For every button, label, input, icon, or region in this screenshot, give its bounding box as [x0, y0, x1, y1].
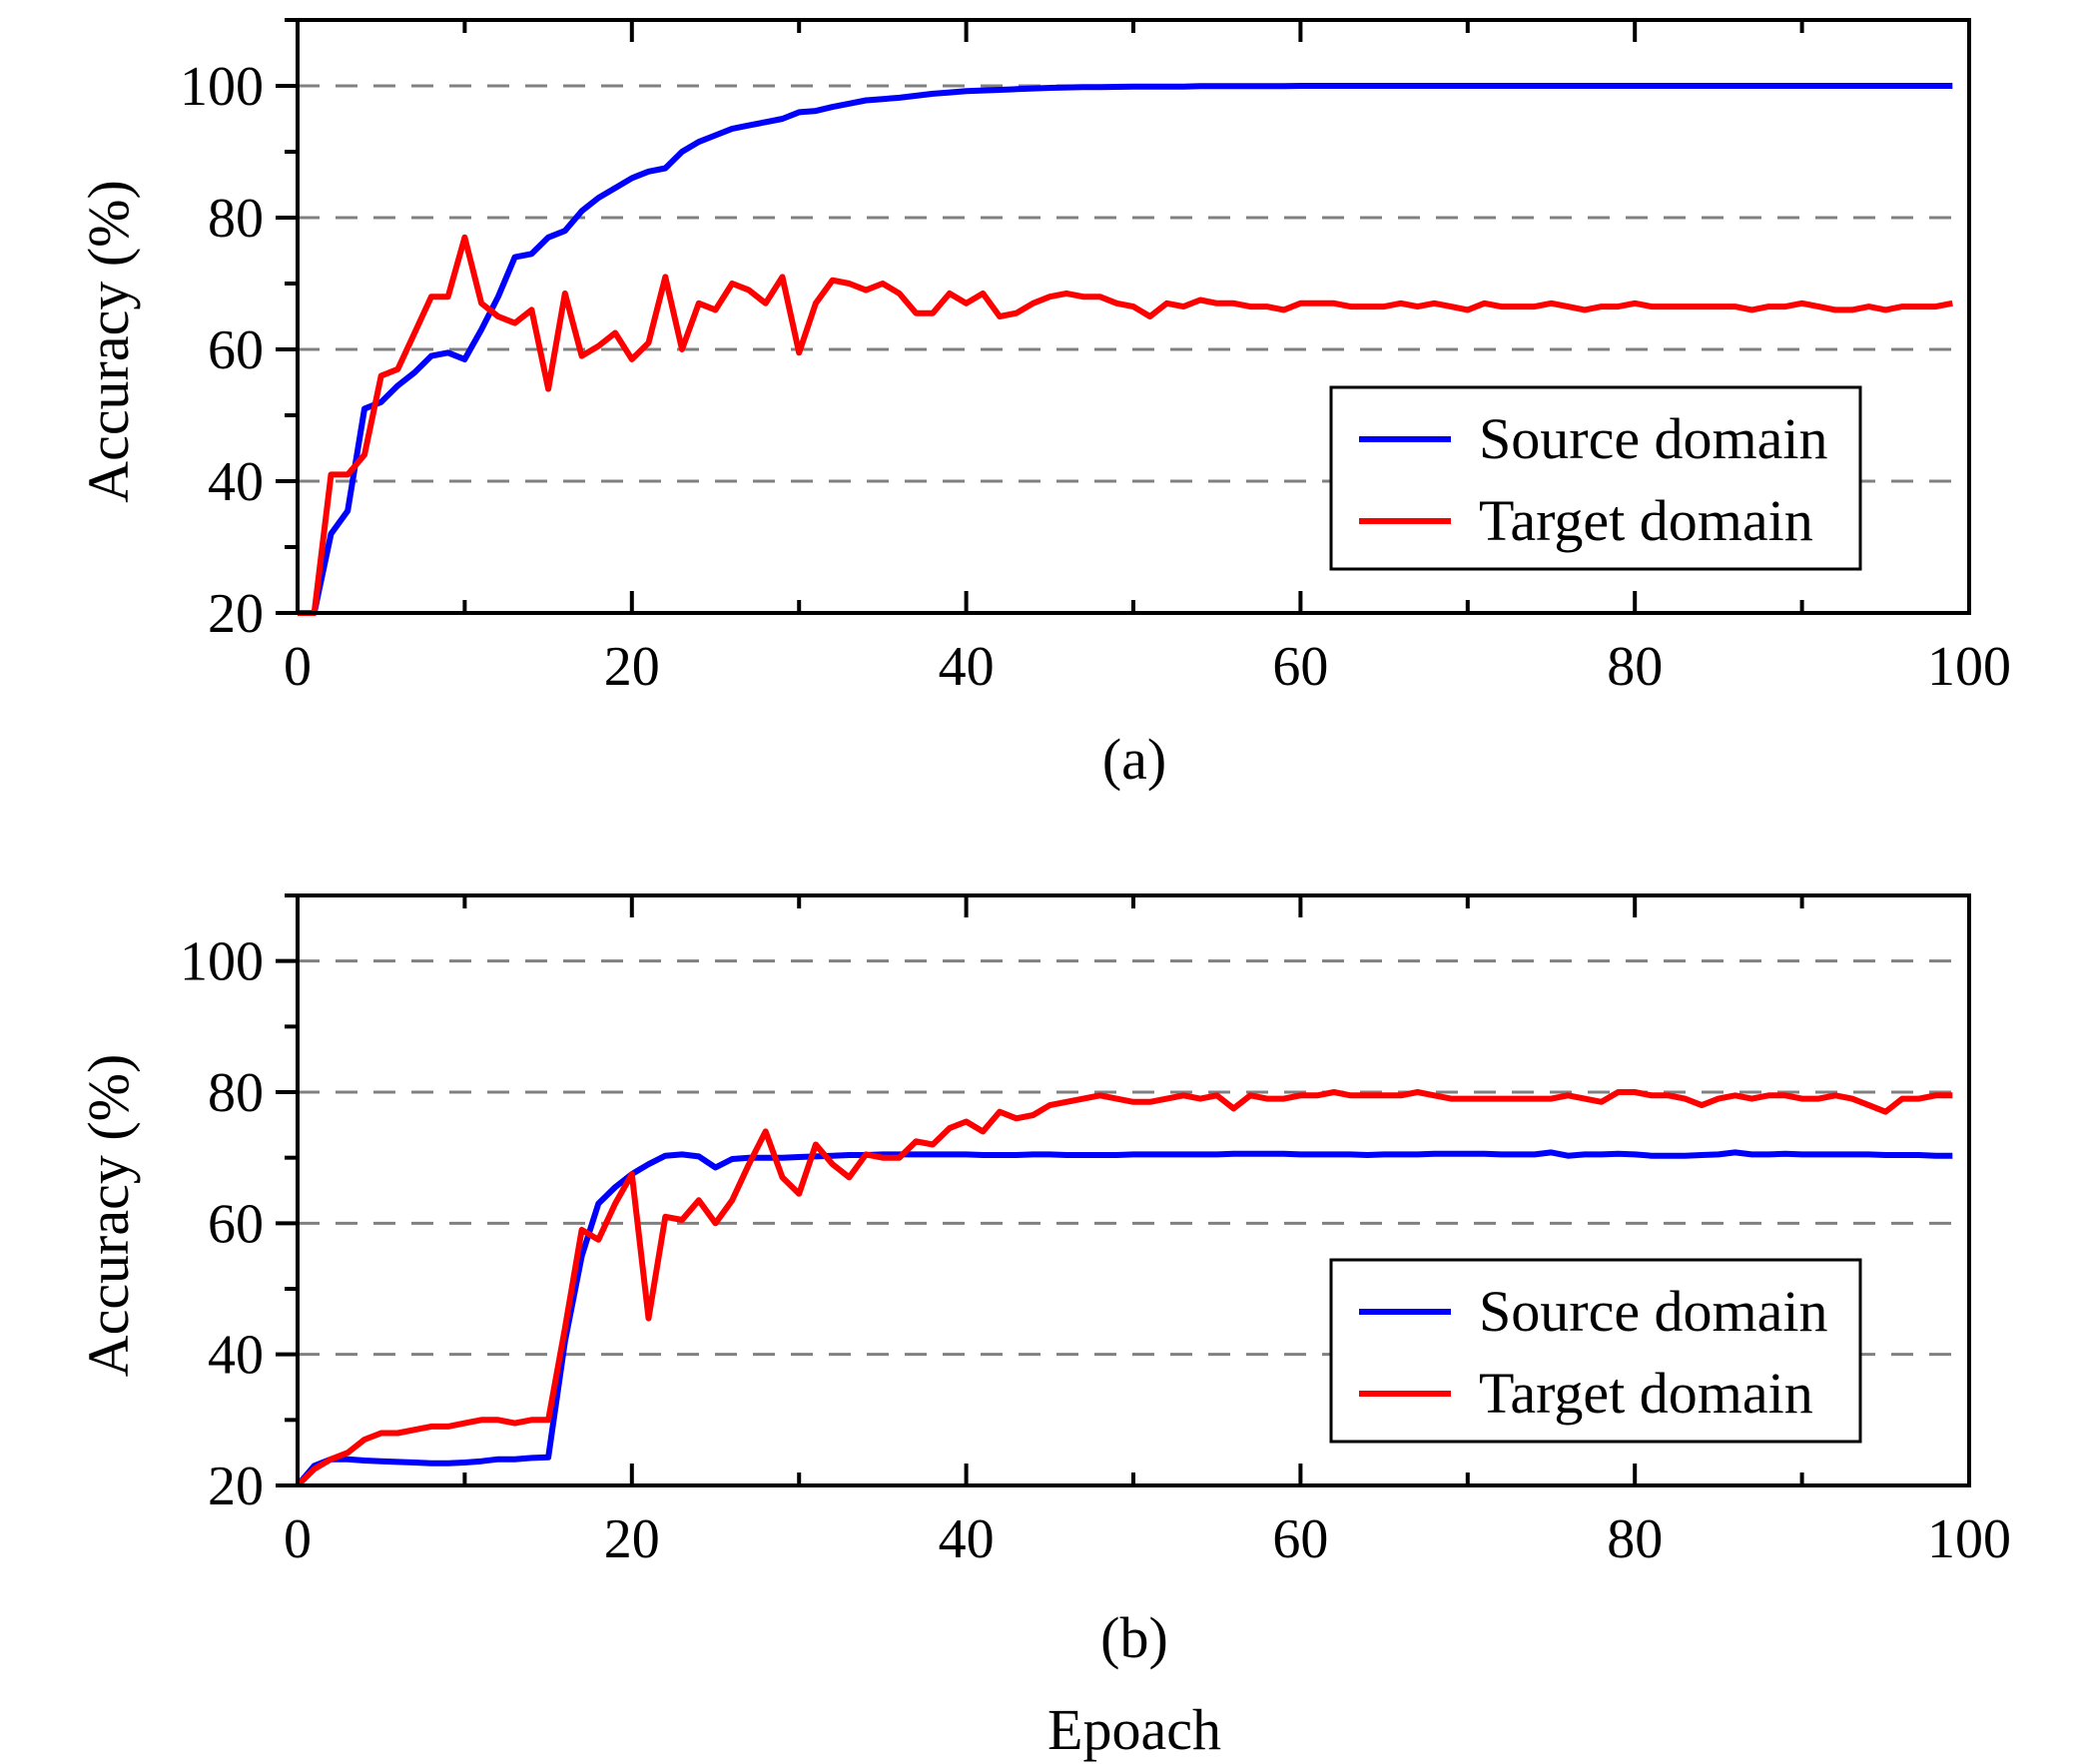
x-tick-label: 40: [939, 1508, 995, 1570]
x-tick-label: 80: [1607, 636, 1663, 698]
series-line-source: [295, 1149, 1953, 1487]
x-tick-label: 60: [1272, 1508, 1328, 1570]
y-tick-label: 80: [208, 188, 264, 250]
panel-caption: (a): [1102, 727, 1166, 792]
y-tick-label: 20: [208, 583, 264, 645]
legend-label: Source domain: [1479, 406, 1828, 471]
panel-caption: (b): [1100, 1605, 1168, 1670]
series-line-target: [295, 1089, 1953, 1488]
x-tick-label: 20: [604, 636, 660, 698]
y-tick-label: 40: [208, 1325, 264, 1387]
y-axis-label: Accuracy (%): [76, 180, 141, 503]
y-axis-label: Accuracy (%): [76, 1054, 141, 1378]
legend-label: Target domain: [1479, 1361, 1813, 1426]
y-tick-label: 80: [208, 1062, 264, 1124]
series-line-source: [298, 83, 1953, 616]
x-tick-label: 60: [1272, 636, 1328, 698]
y-tick-label: 20: [208, 1456, 264, 1517]
x-tick-label: 20: [604, 1508, 660, 1570]
legend-box: [1329, 1258, 1862, 1444]
y-tick-label: 100: [180, 56, 264, 118]
legend-label: Target domain: [1479, 488, 1813, 553]
x-tick-label: 80: [1607, 1508, 1663, 1570]
legend-label: Source domain: [1479, 1279, 1828, 1344]
legend: Source domain Target domain: [1329, 1258, 1862, 1444]
x-tick-label: 100: [1927, 1508, 2011, 1570]
x-tick-label: 40: [939, 636, 995, 698]
chart-panel-a: 0 20 40 60 80 100 20 40 60 80 100 Accuracy (%) (a) So…: [76, 18, 2011, 792]
legend-box: [1329, 385, 1862, 571]
figure-xlabel: Epoach: [1047, 1697, 1221, 1762]
series-line-target: [298, 234, 1953, 616]
x-tick-label: 0: [284, 1508, 312, 1570]
y-tick-label: 60: [208, 319, 264, 381]
chart-panel-b: 0 20 40 60 80 100 20 40 60 80 100 Accuracy (%) (b) So…: [76, 893, 2011, 1670]
legend: Source domain Target domain: [1329, 385, 1862, 571]
y-tick-label: 100: [180, 931, 264, 993]
y-tick-label: 60: [208, 1193, 264, 1255]
x-tick-label: 100: [1927, 636, 2011, 698]
y-tick-label: 40: [208, 451, 264, 513]
x-tick-label: 0: [284, 636, 312, 698]
